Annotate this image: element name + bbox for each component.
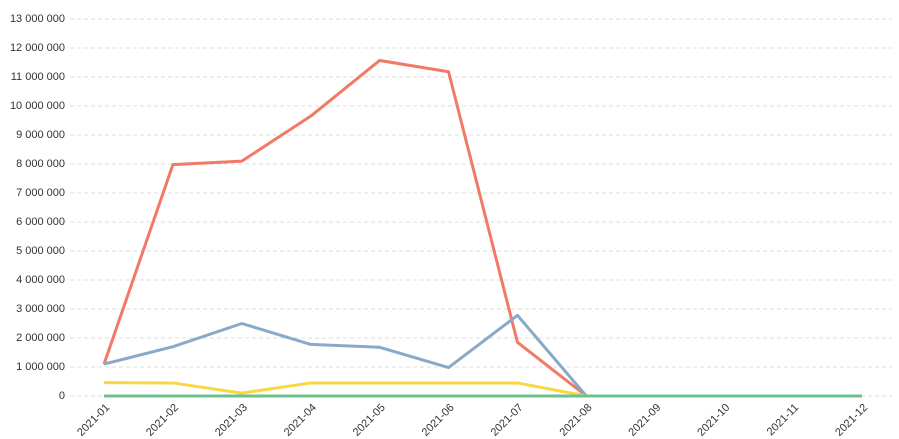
x-tick-label: 2021-12 — [833, 402, 870, 439]
x-tick-label: 2021-03 — [213, 402, 250, 439]
y-tick-label: 4 000 000 — [16, 274, 65, 286]
y-tick-label: 13 000 000 — [10, 13, 65, 25]
y-tick-label: 10 000 000 — [10, 100, 65, 112]
series-line — [103, 381, 587, 398]
x-tick-label: 2021-05 — [351, 402, 388, 439]
y-tick-label: 2 000 000 — [16, 332, 65, 344]
x-tick-label: 2021-02 — [144, 402, 181, 439]
x-tick-label: 2021-08 — [558, 402, 595, 439]
x-tick-label: 2021-10 — [695, 402, 732, 439]
x-tick-label: 2021-07 — [489, 402, 526, 439]
y-tick-label: 3 000 000 — [16, 303, 65, 315]
x-tick-label: 2021-11 — [765, 402, 801, 438]
y-tick-label: 11 000 000 — [11, 71, 65, 83]
series-line — [102, 58, 588, 398]
x-tick-label: 2021-04 — [282, 402, 319, 439]
y-tick-label: 0 — [59, 390, 65, 402]
series-line — [103, 313, 588, 397]
y-tick-label: 5 000 000 — [16, 245, 65, 257]
x-tick-label: 2021-01 — [75, 402, 112, 439]
y-tick-label: 7 000 000 — [16, 187, 65, 199]
x-tick-label: 2021-06 — [420, 402, 457, 439]
y-tick-label: 12 000 000 — [10, 42, 65, 54]
y-tick-label: 8 000 000 — [16, 158, 65, 170]
y-tick-label: 6 000 000 — [16, 216, 65, 228]
y-tick-label: 9 000 000 — [16, 129, 65, 141]
y-tick-label: 1 000 000 — [16, 361, 65, 373]
x-tick-label: 2021-09 — [626, 402, 663, 439]
